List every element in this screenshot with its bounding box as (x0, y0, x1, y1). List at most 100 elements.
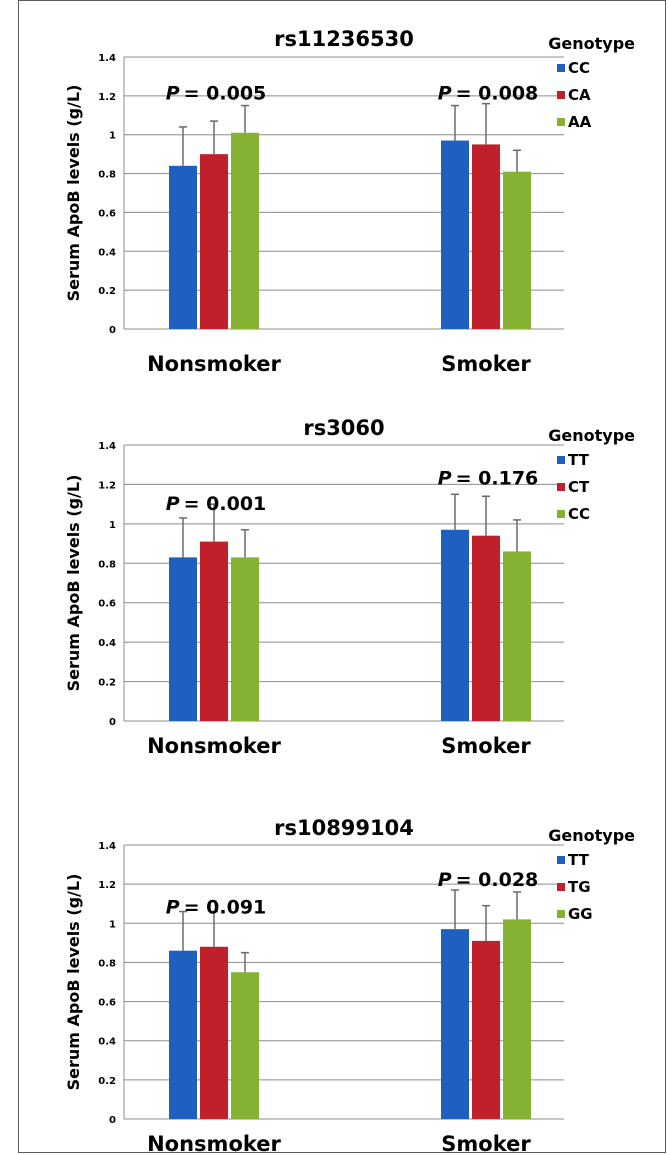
y-tick-label: 0 (109, 1115, 116, 1126)
p-value-text: = 0.005 (184, 83, 267, 105)
y-tick-label: 1.4 (98, 441, 116, 452)
legend-title: Genotype (548, 34, 635, 53)
legend-entry: TT (568, 451, 590, 469)
p-value-annotation: P = 0.005 (166, 83, 267, 105)
y-axis-label: Serum ApoB levels (g/L) (64, 874, 83, 1091)
legend-entry: TG (568, 878, 591, 896)
p-value-text: = 0.176 (456, 467, 539, 489)
chart-panel-1: 0 0.2 0.4 0.6 0.8 1 1.2 1.4 Serum ApoB levels (g… (64, 27, 635, 376)
p-value-text: = 0.008 (456, 83, 539, 105)
legend-swatch-ct (557, 483, 565, 491)
x-category-label: Nonsmoker (147, 734, 281, 758)
bar-ct-smoker (472, 535, 500, 721)
legend-entry: CC (568, 59, 590, 77)
y-tick-label: 1.4 (98, 841, 116, 852)
bar-tt-nonsmoker (169, 557, 197, 721)
p-value-text: = 0.028 (456, 869, 539, 891)
bar-tg-nonsmoker (200, 946, 228, 1119)
y-tick-label: 0.8 (98, 559, 116, 570)
legend-swatch-cc (557, 64, 565, 72)
p-value-annotation: P = 0.001 (166, 493, 267, 515)
y-tick-label: 0 (109, 325, 116, 336)
p-symbol: P (166, 83, 180, 105)
legend: Genotype TT TG GG (548, 826, 635, 923)
y-tick-label: 0.4 (98, 247, 116, 258)
bar-tt-nonsmoker (169, 950, 197, 1119)
p-symbol: P (438, 83, 452, 105)
y-tick-label: 1.4 (98, 53, 116, 64)
y-tick-label: 0.2 (98, 678, 116, 689)
bar-aa-nonsmoker (231, 132, 259, 329)
chart-panel-2: 0 0.2 0.4 0.6 0.8 1 1.2 1.4 Serum ApoB levels (g… (64, 416, 635, 758)
y-tick-label: 0.4 (98, 1037, 116, 1048)
y-tick-label: 0.8 (98, 170, 116, 181)
y-tick-label: 0.8 (98, 958, 116, 969)
bar-gg-smoker (503, 919, 531, 1119)
legend-entry: CA (568, 86, 591, 104)
y-tick-label: 0.2 (98, 286, 116, 297)
bar-tg-smoker (472, 940, 500, 1119)
legend-entry: CT (568, 478, 590, 496)
y-axis-label: Serum ApoB levels (g/L) (64, 475, 83, 692)
y-tick-label: 1.2 (98, 480, 116, 491)
bar-aa-smoker (503, 171, 531, 329)
bar-cc-nonsmoker (231, 557, 259, 721)
chart-title: rs3060 (303, 416, 384, 440)
y-axis-label: Serum ApoB levels (g/L) (64, 85, 83, 302)
y-tick-label: 1 (109, 131, 116, 142)
x-category-label: Smoker (441, 734, 531, 758)
legend-entry: CC (568, 505, 590, 523)
y-tick-label: 0.4 (98, 638, 116, 649)
bar-ct-nonsmoker (200, 541, 228, 721)
y-tick-label: 1.2 (98, 880, 116, 891)
p-value-annotation: P = 0.008 (438, 83, 539, 105)
x-category-label: Nonsmoker (147, 352, 281, 376)
y-tick-label: 1 (109, 919, 116, 930)
bar-cc-smoker (441, 140, 469, 329)
legend: Genotype TT CT CC (548, 426, 635, 523)
figure-svg: 0 0.2 0.4 0.6 0.8 1 1.2 1.4 Serum ApoB levels (g… (64, 27, 635, 1154)
chart-title: rs10899104 (274, 816, 414, 840)
legend-entry: GG (568, 905, 593, 923)
legend-swatch-aa (557, 118, 565, 126)
x-category-label: Nonsmoker (147, 1132, 281, 1154)
y-tick-label: 0.2 (98, 1076, 116, 1087)
y-tick-label: 1.2 (98, 92, 116, 103)
y-tick-label: 1 (109, 520, 116, 531)
p-value-annotation: P = 0.028 (438, 869, 539, 891)
p-symbol: P (438, 869, 452, 891)
p-value-annotation: P = 0.091 (166, 897, 267, 919)
chart-panel-3: 0 0.2 0.4 0.6 0.8 1 1.2 1.4 Serum ApoB levels (g… (64, 816, 635, 1154)
legend-entry: TT (568, 851, 590, 869)
legend-swatch-tt (557, 456, 565, 464)
y-tick-label: 0 (109, 717, 116, 728)
x-category-label: Smoker (441, 1132, 531, 1154)
bar-tt-smoker (441, 929, 469, 1119)
legend-swatch-gg (557, 910, 565, 918)
y-tick-label: 0.6 (98, 599, 116, 610)
bar-cc-nonsmoker (169, 165, 197, 329)
legend-swatch-ca (557, 91, 565, 99)
bar-ca-smoker (472, 144, 500, 329)
legend-title: Genotype (548, 826, 635, 845)
p-symbol: P (166, 897, 180, 919)
legend-swatch-tt (557, 856, 565, 864)
p-symbol: P (438, 467, 452, 489)
chart-title: rs11236530 (274, 27, 414, 51)
p-value-annotation: P = 0.176 (438, 467, 539, 489)
p-value-text: = 0.091 (184, 897, 267, 919)
p-symbol: P (166, 493, 180, 515)
p-value-text: = 0.001 (184, 493, 267, 515)
bar-ca-nonsmoker (200, 154, 228, 329)
y-tick-label: 0.6 (98, 208, 116, 219)
legend-swatch-cc (557, 510, 565, 518)
bar-cc-smoker (503, 551, 531, 721)
figure-frame: 0 0.2 0.4 0.6 0.8 1 1.2 1.4 Serum ApoB levels (g… (18, 0, 666, 1154)
y-tick-label: 0.6 (98, 998, 116, 1009)
legend-entry: AA (568, 113, 592, 131)
bar-gg-nonsmoker (231, 972, 259, 1119)
x-category-label: Smoker (441, 352, 531, 376)
legend: Genotype CC CA AA (548, 34, 635, 131)
legend-title: Genotype (548, 426, 635, 445)
legend-swatch-tg (557, 883, 565, 891)
